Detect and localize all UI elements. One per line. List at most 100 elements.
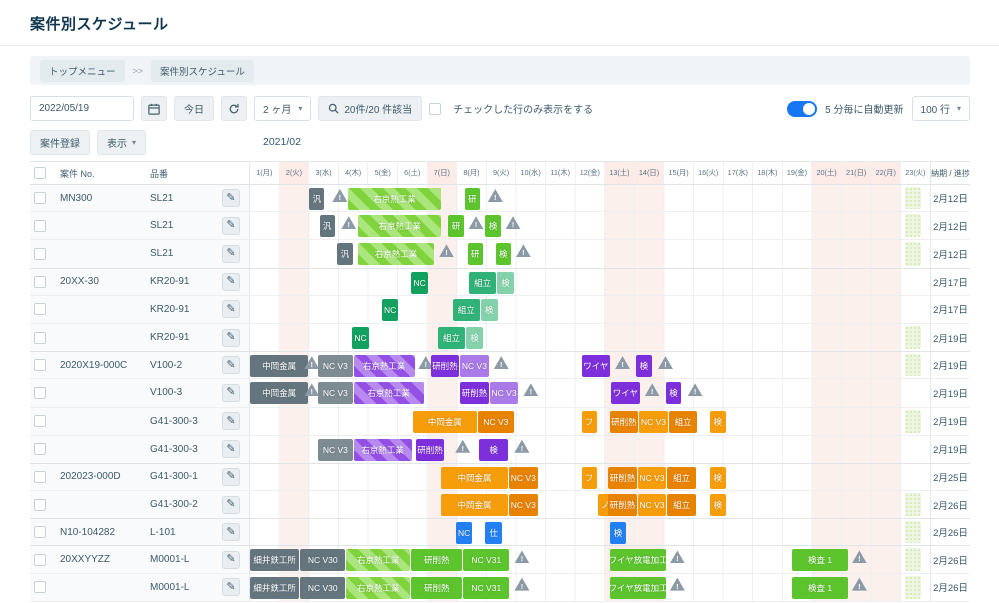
gantt-bar[interactable]: NC [455, 522, 473, 545]
edit-icon[interactable]: ✎ [222, 412, 240, 431]
gantt-bar[interactable]: 汎 [319, 215, 335, 238]
search-button[interactable]: 20件/20 件該当 [318, 96, 423, 121]
edit-icon[interactable]: ✎ [222, 189, 240, 208]
gantt-bar[interactable]: 右京熱工業 [353, 355, 415, 378]
edit-icon[interactable]: ✎ [222, 495, 240, 514]
gantt-bar[interactable]: ワイヤ [611, 382, 640, 405]
row-checkbox[interactable] [34, 386, 46, 399]
gantt-bar[interactable]: NC V3 [489, 382, 519, 405]
gantt-bar[interactable]: NC V3 [639, 410, 668, 433]
gantt-bar[interactable]: 右京熱工業 [353, 438, 412, 461]
gantt-bar[interactable]: NC V30 [300, 576, 346, 599]
row-checkbox[interactable] [34, 359, 46, 372]
gantt-bar[interactable]: 右京熱工業 [353, 382, 424, 405]
gantt-bar[interactable]: 中岡金属 [440, 466, 508, 489]
gantt-bar[interactable]: 汎 [337, 243, 353, 266]
gantt-bar[interactable]: NC V3 [509, 494, 538, 517]
gantt-bar[interactable]: フ [581, 466, 597, 489]
breadcrumb-item-current[interactable]: 案件別スケジュール [151, 59, 254, 82]
register-project-button[interactable]: 案件登録 [30, 129, 90, 155]
gantt-bar[interactable]: 研削熱 [411, 549, 463, 572]
gantt-bar[interactable]: NC V3 [509, 466, 538, 489]
gantt-bar[interactable]: 組立 [667, 494, 696, 517]
gantt-bar[interactable]: 検 [495, 243, 511, 266]
row-checkbox[interactable] [34, 526, 46, 539]
gantt-bar[interactable]: 右京熱工業 [347, 188, 442, 210]
gantt-bar[interactable]: 中岡金属 [412, 410, 477, 433]
gantt-bar[interactable]: 組立 [437, 326, 466, 349]
gantt-bar[interactable]: 右京熱工業 [346, 576, 411, 599]
edit-icon[interactable]: ✎ [222, 328, 240, 347]
gantt-bar[interactable]: 検査 1 [791, 549, 849, 572]
edit-icon[interactable]: ✎ [222, 578, 240, 597]
gantt-bar[interactable]: 中岡金属 [250, 355, 309, 378]
edit-icon[interactable]: ✎ [222, 467, 240, 486]
gantt-bar[interactable]: NC V3 [318, 355, 353, 378]
gantt-bar[interactable]: 検 [710, 410, 726, 433]
row-checkbox[interactable] [34, 275, 46, 288]
rows-per-page-select[interactable]: 100 行 ▾ [911, 96, 970, 121]
gantt-bar[interactable]: 組立 [667, 466, 696, 489]
row-checkbox[interactable] [34, 581, 46, 594]
edit-icon[interactable]: ✎ [222, 216, 240, 235]
gantt-bar[interactable]: 検 [665, 382, 682, 405]
gantt-bar[interactable]: NC [381, 298, 399, 321]
gantt-bar[interactable]: ワイヤ放電加工 [609, 576, 667, 599]
gantt-bar[interactable]: 検 [710, 466, 726, 489]
gantt-bar[interactable]: NC [352, 326, 369, 349]
gantt-bar[interactable]: 中岡金属 [440, 494, 508, 517]
display-options-button[interactable]: 表示 ▾ [97, 129, 147, 155]
row-checkbox[interactable] [34, 498, 46, 511]
row-checkbox[interactable] [34, 247, 46, 260]
gantt-bar[interactable]: 研削熱 [411, 576, 463, 599]
gantt-bar[interactable]: 組立 [452, 298, 480, 321]
gantt-bar[interactable]: 右京熱工業 [358, 243, 434, 266]
gantt-bar[interactable]: NC V3 [460, 355, 489, 378]
edit-icon[interactable]: ✎ [222, 523, 240, 542]
filter-checkbox[interactable] [429, 102, 442, 115]
edit-icon[interactable]: ✎ [222, 244, 240, 263]
edit-icon[interactable]: ✎ [222, 356, 240, 375]
gantt-bar[interactable]: 検 [636, 355, 652, 378]
edit-icon[interactable]: ✎ [222, 440, 240, 459]
gantt-bar[interactable]: NC V31 [463, 576, 510, 599]
period-select[interactable]: 2 ヶ月 ▾ [254, 96, 312, 121]
row-checkbox[interactable] [34, 303, 46, 316]
gantt-bar[interactable]: 研 [464, 188, 480, 210]
gantt-bar[interactable]: 研削熱 [430, 355, 460, 378]
gantt-bar[interactable]: NC V3 [477, 410, 514, 433]
gantt-bar[interactable]: NC [411, 271, 429, 294]
edit-icon[interactable]: ✎ [222, 272, 240, 291]
gantt-bar[interactable]: ワイヤ放電加工 [609, 549, 667, 572]
gantt-bar[interactable]: フ [581, 410, 597, 433]
gantt-bar[interactable]: 研削熱 [608, 466, 637, 489]
edit-icon[interactable]: ✎ [222, 550, 240, 569]
row-checkbox[interactable] [34, 553, 46, 566]
gantt-bar[interactable]: NC V3 [637, 494, 667, 517]
gantt-bar[interactable]: 右京熱工業 [358, 215, 442, 238]
gantt-bar[interactable]: 研削熱 [608, 494, 637, 517]
gantt-bar[interactable]: NC V31 [463, 549, 510, 572]
calendar-button[interactable] [141, 96, 167, 121]
refresh-button[interactable] [221, 96, 247, 121]
gantt-bar[interactable]: 検 [480, 298, 498, 321]
row-checkbox[interactable] [34, 219, 46, 232]
gantt-bar[interactable]: 右京熱工業 [346, 549, 411, 572]
gantt-bar[interactable]: 組立 [668, 410, 698, 433]
gantt-bar[interactable]: 研削熱 [415, 438, 445, 461]
gantt-bar[interactable]: NC V3 [318, 382, 353, 405]
row-checkbox[interactable] [34, 470, 46, 483]
gantt-bar[interactable]: NC V3 [637, 466, 667, 489]
row-checkbox[interactable] [34, 443, 46, 456]
row-checkbox[interactable] [34, 331, 46, 344]
gantt-bar[interactable]: NC V30 [300, 549, 346, 572]
gantt-bar[interactable]: 汎 [309, 188, 325, 210]
gantt-bar[interactable]: 検 [710, 494, 726, 517]
gantt-bar[interactable]: 検 [479, 438, 508, 461]
today-button[interactable]: 今日 [174, 96, 214, 121]
gantt-bar[interactable]: 検 [466, 326, 483, 349]
breadcrumb-item-top-menu[interactable]: トップメニュー [40, 59, 125, 82]
gantt-bar[interactable]: 研 [467, 243, 483, 266]
gantt-bar[interactable]: 研削熱 [460, 382, 489, 405]
auto-refresh-toggle[interactable] [787, 100, 818, 117]
